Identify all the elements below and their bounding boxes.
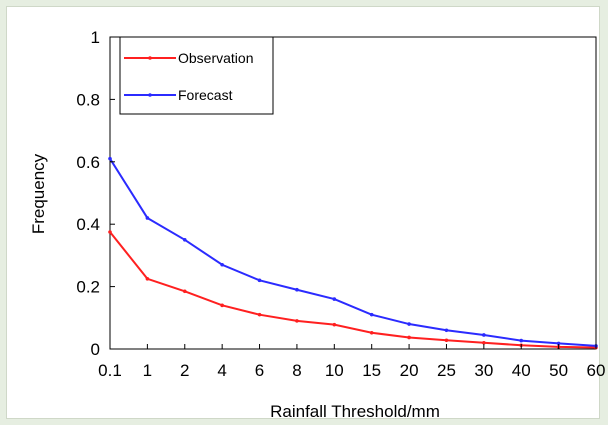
data-point-forecast [108, 156, 112, 161]
x-tick-label: 4 [217, 361, 226, 380]
series-line-forecast [109, 158, 597, 347]
y-tick-label: 0.2 [76, 278, 100, 297]
x-tick-label: 10 [325, 361, 344, 380]
data-point-observation [444, 338, 449, 343]
y-axis-label: Frequency [29, 153, 48, 234]
x-tick-label: 0.1 [98, 361, 122, 380]
data-point-observation [295, 319, 299, 323]
data-point-observation [220, 303, 224, 308]
data-point-observation [108, 230, 112, 234]
data-point-forecast [482, 333, 486, 337]
data-point-forecast [369, 312, 374, 317]
legend-marker [148, 56, 152, 60]
data-point-observation [257, 312, 262, 317]
legend-marker [148, 93, 152, 97]
x-tick-label: 1 [143, 361, 152, 380]
data-point-forecast [519, 338, 524, 343]
data-point-observation [182, 289, 187, 294]
x-tick-label: 20 [400, 361, 419, 380]
x-tick-label: 2 [180, 361, 189, 380]
figure-frame [6, 6, 600, 419]
x-tick-label: 30 [474, 361, 493, 380]
data-point-forecast [332, 297, 337, 301]
x-axis-label: Rainfall Threshold/mm [270, 402, 440, 421]
data-point-forecast [182, 238, 187, 242]
legend-label: Forecast [178, 87, 233, 103]
legend-label: Observation [178, 50, 253, 66]
x-tick-label: 15 [362, 361, 381, 380]
x-tick-label: 6 [255, 361, 264, 380]
x-tick-label: 8 [292, 361, 301, 380]
data-point-observation [332, 322, 337, 327]
y-tick-label: 0.6 [76, 153, 100, 172]
y-tick-label: 1 [91, 28, 100, 47]
legend-box [119, 36, 274, 115]
data-point-observation [482, 340, 486, 345]
data-point-forecast [407, 322, 411, 326]
x-tick-label: 25 [437, 361, 456, 380]
x-tick-label: 40 [512, 361, 531, 380]
x-tick-label: 60 [587, 361, 606, 380]
data-point-forecast [295, 287, 299, 292]
data-point-observation [145, 277, 150, 281]
x-tick-label: 50 [549, 361, 568, 380]
y-tick-label: 0.4 [76, 215, 100, 234]
data-point-observation [369, 330, 374, 335]
data-point-forecast [145, 216, 150, 220]
data-point-forecast [444, 328, 449, 333]
y-tick-label: 0 [91, 340, 100, 359]
data-point-forecast [556, 341, 561, 346]
data-point-observation [407, 335, 411, 340]
y-tick-label: 0.8 [76, 90, 100, 109]
plot-frame [109, 36, 597, 350]
data-point-forecast [257, 278, 262, 283]
data-point-forecast [220, 262, 224, 267]
series-line-observation [109, 231, 597, 349]
